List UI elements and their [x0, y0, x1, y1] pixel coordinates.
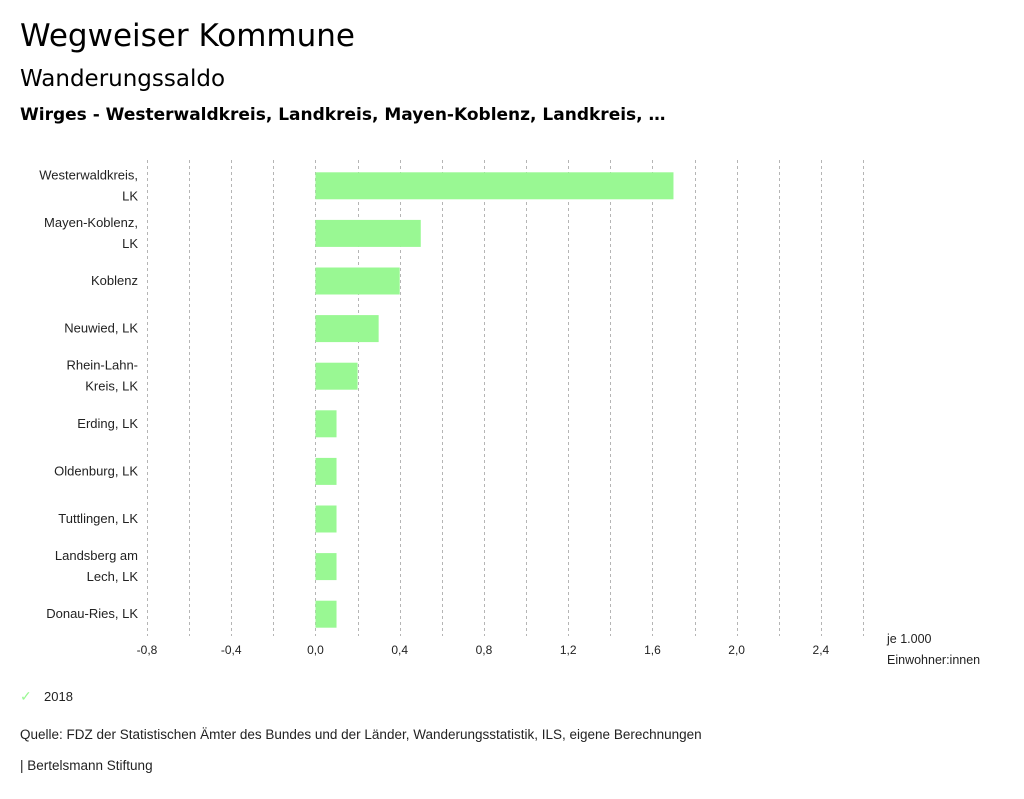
x-tick-label: 2,0: [728, 643, 745, 657]
bar[interactable]: [315, 553, 337, 581]
x-tick-label: 0,8: [476, 643, 493, 657]
category-label: Mayen-Koblenz,: [44, 215, 138, 230]
category-label: Oldenburg, LK: [54, 463, 138, 478]
x-tick-label: 0,0: [307, 643, 324, 657]
region-label: Wirges - Westerwaldkreis, Landkreis, May…: [20, 105, 666, 125]
bar[interactable]: [315, 315, 379, 343]
x-tick-label: 0,4: [391, 643, 408, 657]
category-label: Landsberg am: [55, 548, 138, 563]
bar[interactable]: [315, 600, 337, 628]
category-label: Lech, LK: [87, 569, 139, 584]
bar[interactable]: [315, 410, 337, 438]
x-axis-unit: je 1.000 Einwohner:innen: [886, 632, 980, 667]
legend-label-2018: 2018: [44, 689, 73, 704]
x-tick-label: 1,2: [560, 643, 577, 657]
category-label: Westerwaldkreis,: [39, 167, 138, 182]
chart-subtitle: Wanderungssaldo: [20, 66, 226, 92]
category-label: Tuttlingen, LK: [58, 511, 138, 526]
bar-chart: Westerwaldkreis, LK Mayen-Koblenz, LK Koblen…: [39, 160, 980, 667]
bar[interactable]: [315, 505, 337, 533]
category-label: Erding, LK: [77, 416, 138, 431]
category-label: Rhein-Lahn-: [66, 358, 138, 373]
x-tick-label: -0,8: [137, 643, 158, 657]
bar[interactable]: [315, 219, 421, 247]
category-label: LK: [122, 236, 138, 251]
category-label: Neuwied, LK: [64, 321, 138, 336]
bars: [315, 172, 674, 628]
x-axis-unit-label: Einwohner:innen: [887, 653, 980, 667]
bar[interactable]: [315, 267, 400, 295]
category-label: Koblenz: [91, 273, 138, 288]
bar[interactable]: [315, 362, 358, 390]
legend[interactable]: ✓ 2018: [20, 688, 73, 705]
category-labels: Westerwaldkreis, LK Mayen-Koblenz, LK Koblen…: [39, 167, 138, 621]
x-axis-ticks: -0,8 -0,4 0,0 0,4 0,8 1,2 1,6 2,0 2,4: [137, 643, 830, 657]
x-axis-unit-label: je 1.000: [886, 632, 932, 646]
credit-note: | Bertelsmann Stiftung: [20, 758, 153, 773]
x-tick-label: 2,4: [813, 643, 830, 657]
check-icon[interactable]: ✓: [20, 688, 32, 704]
bar[interactable]: [315, 457, 337, 485]
grid-lines: [147, 160, 864, 636]
bar[interactable]: [315, 172, 674, 200]
x-tick-label: -0,4: [221, 643, 242, 657]
source-note: Quelle: FDZ der Statistischen Ämter des …: [20, 727, 702, 742]
category-label: Donau-Ries, LK: [46, 606, 138, 621]
x-tick-label: 1,6: [644, 643, 661, 657]
page-title: Wegweiser Kommune: [20, 18, 355, 54]
category-label: Kreis, LK: [85, 379, 138, 394]
category-label: LK: [122, 188, 138, 203]
